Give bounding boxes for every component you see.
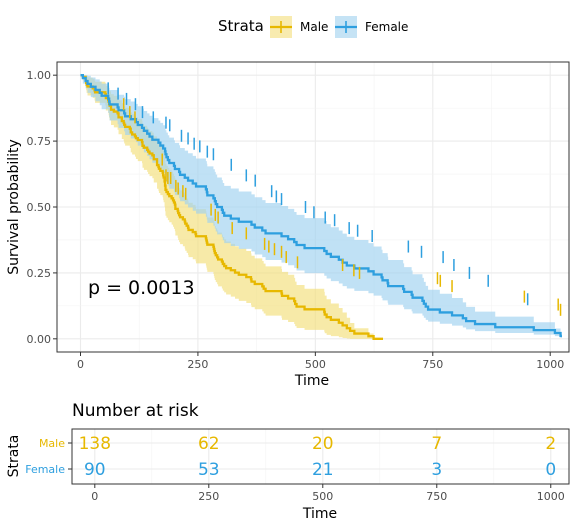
x-tick-label: 750 — [422, 358, 443, 371]
y-tick-label: 1.00 — [27, 69, 52, 82]
y-tick-label: 0.75 — [27, 135, 52, 148]
risk-x-tick-label: 500 — [312, 490, 333, 503]
risk-cell-male: 138 — [79, 434, 111, 454]
risk-row-label-male: Male — [39, 437, 65, 450]
risk-cell-male: 7 — [431, 434, 442, 454]
p-value-annotation: p = 0.0013 — [88, 277, 195, 299]
risk-table-border — [71, 428, 570, 485]
risk-table-title: Number at risk — [72, 401, 199, 421]
risk-cell-female: 90 — [84, 460, 106, 480]
y-axis-title: Survival probability — [6, 139, 22, 275]
x-tick-label: 250 — [187, 358, 208, 371]
risk-cell-male: 2 — [545, 434, 556, 454]
risk-cell-female: 3 — [431, 460, 442, 480]
risk-cell-female: 53 — [198, 460, 220, 480]
legend-title: Strata — [218, 17, 264, 35]
risk-x-tick-label: 0 — [91, 490, 98, 503]
risk-cell-female: 0 — [545, 460, 556, 480]
legend: Strata Male Female — [218, 16, 408, 38]
y-tick-label: 0.50 — [27, 201, 52, 214]
risk-table-panel — [72, 429, 569, 484]
risk-x-tick-label: 1000 — [537, 490, 565, 503]
risk-row-label-female: Female — [25, 463, 65, 476]
risk-table-y-axis-title: Strata — [6, 435, 22, 478]
survival-curves — [80, 74, 562, 340]
risk-cell-female: 21 — [312, 460, 334, 480]
x-axis-title: Time — [294, 373, 329, 389]
risk-x-tick-label: 250 — [198, 490, 219, 503]
x-tick-label: 1000 — [536, 358, 564, 371]
legend-label-female: Female — [365, 20, 408, 34]
x-tick-label: 0 — [77, 358, 84, 371]
risk-cell-male: 62 — [198, 434, 220, 454]
risk-table-cells: 0 250 500 750 1000 Male 138 62 20 7 2 Female 90 53 21 3… — [25, 434, 565, 503]
risk-table-grid — [72, 429, 569, 484]
survival-curve-male — [80, 74, 383, 340]
confidence-band-female — [80, 75, 562, 338]
legend-label-male: Male — [300, 20, 328, 34]
y-tick-label: 0.25 — [27, 267, 52, 280]
risk-cell-male: 20 — [312, 434, 334, 454]
x-tick-label: 500 — [305, 358, 326, 371]
survival-curve-female — [80, 74, 562, 338]
plot-axes: 0 250 500 750 1000 0.00 0.25 0.50 0.75 1.00 — [27, 69, 565, 371]
risk-table-x-axis-title: Time — [302, 506, 337, 522]
censor-marks — [107, 82, 562, 316]
risk-x-tick-label: 750 — [426, 490, 447, 503]
confidence-bands — [80, 75, 562, 339]
y-tick-label: 0.00 — [27, 333, 52, 346]
